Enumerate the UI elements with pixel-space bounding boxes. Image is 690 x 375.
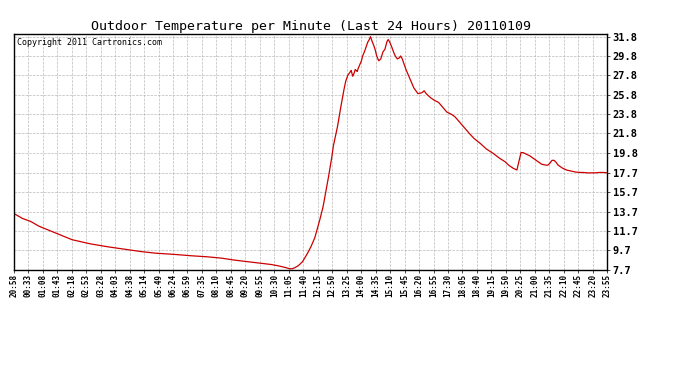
Text: Copyright 2011 Cartronics.com: Copyright 2011 Cartronics.com <box>17 39 161 48</box>
Title: Outdoor Temperature per Minute (Last 24 Hours) 20110109: Outdoor Temperature per Minute (Last 24 … <box>90 20 531 33</box>
